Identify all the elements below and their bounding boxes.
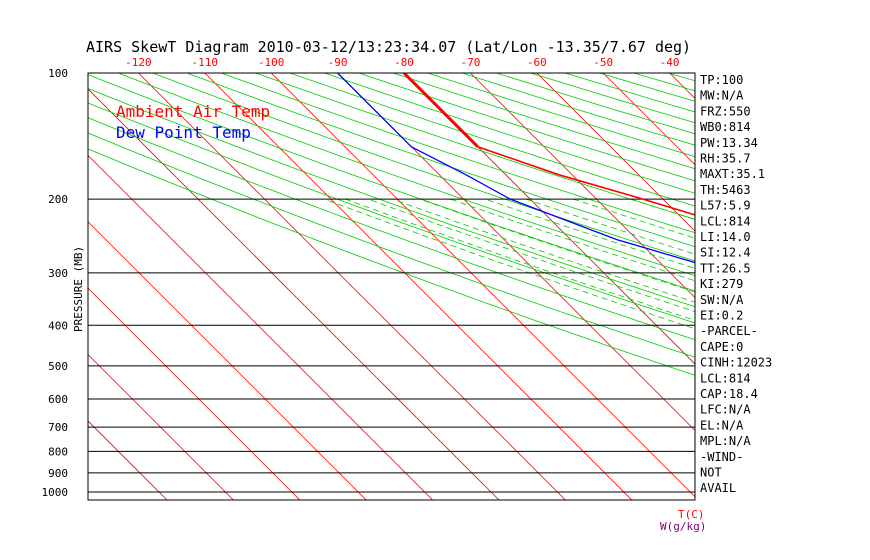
dry-adiabat [461,73,695,146]
stat-item: -PARCEL- [700,324,758,338]
pressure-tick-label: 700 [48,421,68,434]
mixing-ratio-axis-label: W(g/kg) [660,520,706,533]
dry-adiabat [88,102,695,324]
stat-item: LCL:814 [700,371,751,385]
mixing-ratio-line [787,273,870,501]
air-temp-tropopause-segment [402,73,479,148]
stat-item: PW:13.34 [700,136,758,150]
dry-adiabat [88,88,695,308]
dry-adiabat [255,73,695,220]
dry-adiabat [771,73,870,501]
dry-adiabat [840,73,870,501]
stat-item: CINH:12023 [700,356,772,370]
top-temp-tick-label: -120 [125,56,152,69]
pressure-tick-label: 200 [48,193,68,206]
dry-adiabat [289,73,695,207]
isotherm [88,154,434,500]
stat-item: EL:N/A [700,418,744,432]
top-temp-tick-label: -70 [460,56,480,69]
isotherm [138,73,566,500]
stat-item: EI:0.2 [700,309,743,323]
top-temp-tick-label: -40 [660,56,680,69]
pressure-tick-label: 1000 [42,486,69,499]
isotherm [88,354,234,500]
moist-adiabat [780,199,870,501]
stat-item: MW:N/A [700,89,744,103]
isotherm [470,73,695,299]
dry-adiabat [806,73,870,501]
stat-item: MAXT:35.1 [700,167,765,181]
isotherm [536,73,695,232]
top-temp-tick-label: -80 [394,56,414,69]
stat-item: LCL:814 [700,214,751,228]
stat-item: KI:279 [700,277,743,291]
stat-item: TP:100 [700,73,743,87]
isotherm [802,73,870,501]
stat-item: LFC:N/A [700,403,751,417]
stat-item: L57:5.9 [700,199,751,213]
stat-item: RH:35.7 [700,152,751,166]
moist-adiabat [630,198,695,221]
dry-adiabat [118,73,695,277]
y-axis-label: PRESSURE (MB) [72,246,85,332]
dry-adiabat [221,73,695,234]
dry-adiabat [152,73,695,262]
isotherm [88,287,301,500]
isotherm [88,88,500,500]
stat-item: TH:5463 [700,183,751,197]
isotherm [88,420,168,500]
stat-item: AVAIL [700,481,736,495]
moist-adiabat [525,198,695,255]
top-temp-tick-label: -110 [192,56,219,69]
stat-item: WB0:814 [700,120,751,134]
pressure-tick-label: 800 [48,445,68,458]
moist-adiabat [419,198,695,293]
isotherm [88,221,367,500]
stat-item: SI:12.4 [700,246,751,260]
moist-adiabat [367,198,695,312]
isotherm [602,73,695,166]
mixing-ratio-line [828,273,870,501]
air-temp-line [403,73,695,216]
pressure-tick-label: 100 [48,67,68,80]
pressure-tick-label: 300 [48,267,68,280]
pressure-tick-label: 500 [48,360,68,373]
stat-item: MPL:N/A [700,434,751,448]
stat-item: NOT [700,466,722,480]
stat-item: TT:26.5 [700,261,751,275]
legend-dew-point: Dew Point Temp [116,123,251,142]
dry-adiabat [88,132,695,358]
temp-axis-label: T(C) [678,508,705,521]
chart-title: AIRS SkewT Diagram 2010-03-12/13:23:34.0… [86,38,691,56]
moist-adiabat [485,198,695,269]
stat-item: -WIND- [700,450,743,464]
stat-item: CAP:18.4 [700,387,758,401]
top-temp-tick-label: -60 [527,56,547,69]
stat-item: SW:N/A [700,293,744,307]
dew-point-line [337,73,695,264]
stat-item: FRZ:550 [700,104,751,118]
dry-adiabat [667,73,695,82]
stat-item: LI:14.0 [700,230,751,244]
dry-adiabat [324,73,695,194]
dry-adiabat [88,117,695,341]
legend-air-temp: Ambient Air Temp [116,102,270,121]
pressure-tick-label: 900 [48,467,68,480]
dry-adiabat [88,148,695,376]
isotherm [204,73,633,500]
top-temp-tick-label: -50 [593,56,613,69]
stat-item: CAPE:0 [700,340,743,354]
dry-adiabat [88,74,695,292]
dry-adiabat [186,73,695,248]
moist-adiabat [345,198,695,321]
isotherm [270,73,695,498]
pressure-tick-label: 400 [48,319,68,332]
top-temp-tick-label: -100 [258,56,285,69]
top-temp-tick-label: -90 [328,56,348,69]
pressure-tick-label: 600 [48,393,68,406]
moist-adiabat [450,198,695,282]
plot-frame [87,72,696,501]
